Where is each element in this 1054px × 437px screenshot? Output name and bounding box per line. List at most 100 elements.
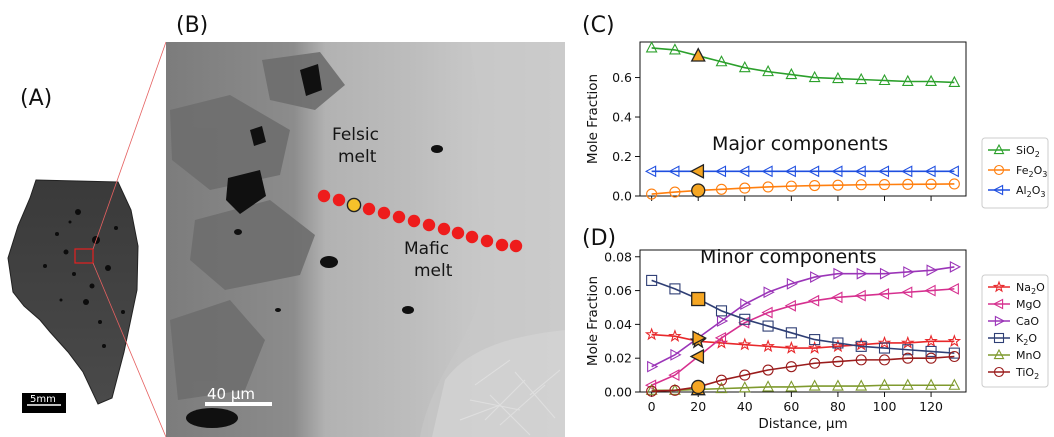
- legend-marker: [993, 366, 1005, 378]
- data-point: [856, 267, 868, 280]
- data-point: [715, 55, 728, 67]
- y-axis-title: Mole Fraction: [585, 276, 601, 366]
- legend-label: Na2O: [1016, 281, 1045, 296]
- x-tick-label: 20: [690, 399, 706, 414]
- data-point: [645, 383, 658, 395]
- data-point: [810, 271, 822, 283]
- data-point: [738, 60, 751, 73]
- data-point: [925, 352, 937, 364]
- highlight-point: [690, 47, 706, 62]
- y-tick-label: 0.06: [604, 283, 632, 298]
- data-point: [902, 344, 914, 356]
- legend-label: CaO: [1016, 315, 1039, 328]
- highlight-point: [691, 183, 706, 198]
- panel-label-a: (A): [20, 86, 52, 111]
- data-point: [669, 186, 681, 198]
- legend-marker: [994, 315, 1006, 327]
- data-point: [925, 345, 937, 357]
- highlight-point: [689, 163, 705, 179]
- x-axis-title: Distance, µm: [758, 416, 847, 432]
- y-axis-title: Mole Fraction: [585, 74, 601, 164]
- data-point: [807, 165, 820, 178]
- data-point: [762, 181, 774, 193]
- data-point: [832, 337, 844, 349]
- legend-label: MnO: [1016, 349, 1041, 362]
- y-tick-label: 0.4: [612, 110, 632, 125]
- mafic-zone-lower: [432, 330, 565, 437]
- data-point: [714, 331, 727, 344]
- sample-vesicles: [43, 209, 125, 348]
- micrograph-voids: [186, 64, 443, 428]
- sample-image: 5mm: [7, 179, 139, 413]
- data-point: [761, 306, 773, 319]
- data-point: [644, 379, 657, 392]
- data-point: [948, 378, 961, 390]
- transect-point: [332, 193, 346, 207]
- data-point: [763, 286, 775, 299]
- x-tick-label: 60: [783, 399, 799, 414]
- data-point: [644, 327, 659, 341]
- y-tick-label: 0.04: [604, 317, 632, 332]
- data-point: [832, 356, 844, 368]
- data-point: [716, 315, 729, 327]
- transect-point-highlight: [346, 197, 362, 213]
- data-point: [737, 337, 752, 351]
- data-point: [925, 378, 937, 390]
- dendrites: [459, 359, 561, 436]
- data-point: [715, 381, 728, 394]
- minor-components-chart: 0.00 0.02 0.04 0.06 0.08 0 20 40 60 80 100 120 Mole …: [585, 246, 1049, 432]
- data-point: [740, 298, 752, 311]
- data-point: [739, 369, 751, 381]
- major-components-chart: 0.0 0.2 0.4 0.6 Mole Fraction Major component…: [585, 41, 1049, 209]
- transect-point: [392, 210, 406, 224]
- mafic-melt-label-line1: Mafic: [404, 239, 449, 259]
- data-point: [715, 183, 728, 195]
- data-point: [809, 179, 821, 192]
- felsic-melt-label-line1: Felsic: [332, 125, 379, 145]
- transect-point: [362, 202, 376, 216]
- data-point: [878, 354, 891, 366]
- data-point: [903, 266, 915, 278]
- highlight-point: [691, 291, 706, 307]
- x-tick-label: 120: [919, 399, 943, 414]
- y-tick-label: 0.08: [604, 249, 632, 264]
- legend-label: MgO: [1016, 298, 1041, 311]
- data-point: [901, 165, 913, 178]
- data-point: [762, 320, 774, 332]
- data-point: [808, 379, 821, 391]
- data-point: [669, 283, 681, 295]
- transect-point: [495, 238, 509, 252]
- mafic-melt-label-line2: melt: [414, 261, 453, 281]
- data-point: [926, 264, 938, 277]
- data-point: [762, 364, 774, 376]
- transect-point: [437, 222, 451, 236]
- transect-point: [509, 239, 523, 253]
- panel-label-c: (C): [582, 13, 615, 38]
- data-point: [901, 74, 914, 87]
- data-point: [785, 380, 798, 392]
- panel-label-d: (D): [582, 226, 616, 251]
- highlight-point: [692, 330, 707, 346]
- scale-bar-background: [22, 393, 66, 413]
- data-point: [855, 340, 867, 352]
- plot-frame: [639, 41, 967, 197]
- legend-marker: [993, 143, 1005, 155]
- data-point: [948, 350, 960, 363]
- data-point: [948, 178, 960, 190]
- transect-point: [465, 230, 479, 244]
- plot-frame: [639, 249, 967, 393]
- y-tick-label: 0.02: [604, 351, 632, 366]
- data-point: [947, 282, 959, 295]
- transect-points: [317, 189, 523, 253]
- transect-point: [317, 189, 331, 203]
- legend-label: K2O: [1016, 332, 1037, 347]
- data-point: [832, 379, 844, 391]
- scale-bar-label-sample: 5mm: [30, 394, 56, 405]
- data-point: [715, 374, 728, 386]
- panel-label-b: (B): [176, 13, 208, 38]
- legend-marker: [993, 332, 1005, 344]
- data-point: [645, 41, 658, 53]
- data-point: [902, 352, 914, 364]
- x-tick-label: 80: [830, 399, 846, 414]
